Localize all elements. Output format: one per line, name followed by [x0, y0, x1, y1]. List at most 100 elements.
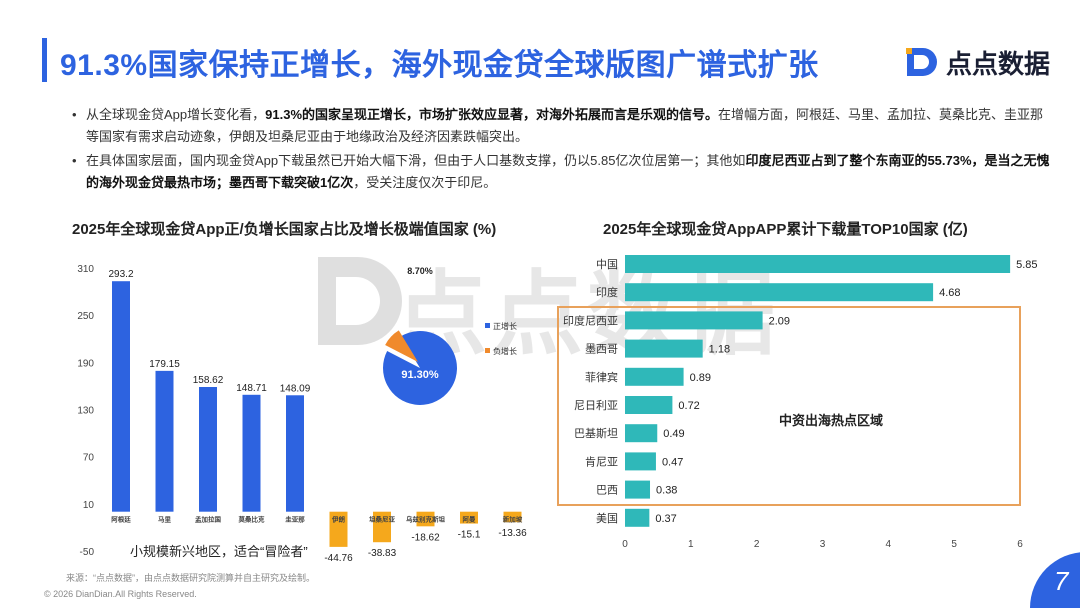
data-label: 293.2: [108, 269, 133, 280]
category-label: 印度: [596, 285, 618, 299]
category-label: 阿曼: [463, 515, 477, 524]
category-label: 圭亚那: [285, 515, 305, 524]
dd-logo-icon: [906, 48, 937, 76]
x-tick-label: 0: [622, 539, 628, 550]
bullet-text: 从全球现金贷App增长变化看，: [86, 107, 266, 122]
y-tick-label: 70: [83, 453, 95, 464]
bar: [503, 511, 522, 523]
data-label: 179.15: [149, 359, 180, 370]
category-label: 中国: [596, 258, 618, 271]
bar: [625, 367, 684, 386]
page-number-badge: 7: [1030, 552, 1080, 608]
bullet-text: 在增幅方面，阿根廷、马里、孟加拉、莫桑比克、圭亚那等国家有需求启动迹象，伊朗及坦…: [86, 107, 1044, 144]
bar: [625, 424, 658, 443]
logo-text: 点点数据: [946, 49, 1051, 79]
source-note: 来源：“点点数据”，由点点数据研究院测算并自主研究及绘制。: [66, 573, 315, 583]
copyright: © 2026 DianDian.All Rights Reserved.: [44, 589, 197, 599]
legend-swatch: [485, 348, 490, 353]
y-tick-label: 130: [77, 406, 94, 417]
category-label: 墨西哥: [585, 343, 618, 356]
bar: [112, 281, 130, 512]
bar: [625, 311, 763, 330]
data-label: 0.72: [678, 400, 699, 412]
bar: [625, 396, 673, 414]
data-label: 0.47: [662, 456, 683, 468]
category-label: 坦桑尼亚: [369, 515, 396, 524]
bar: [625, 480, 651, 499]
x-tick-label: 3: [820, 539, 826, 550]
bullet-bold-text: 91.3%的国家呈现正增长，市场扩张效应显著，对海外拓展而言是乐观的信号。: [265, 107, 719, 122]
category-label: 孟加拉国: [195, 515, 222, 524]
x-tick-label: 6: [1017, 539, 1023, 550]
bar: [625, 339, 703, 358]
bar: [416, 511, 435, 527]
emerging-region-note: 小规模新兴地区，适合“冒险者”: [130, 544, 308, 559]
data-label: 1.18: [709, 344, 730, 356]
category-label: 莫桑比克: [239, 515, 266, 524]
category-label: 尼日利亚: [574, 399, 618, 412]
category-label: 美国: [596, 512, 618, 525]
bullet-text: 在具体国家层面，国内现金贷App下载虽然已开始大幅下滑，但由于人口基数支撑，仍以…: [86, 153, 746, 168]
data-label: -13.36: [498, 528, 527, 539]
pie-value-label: 91.30%: [401, 369, 439, 381]
data-label: -38.83: [368, 548, 397, 559]
bar: [625, 508, 650, 527]
category-label: 巴基斯坦: [574, 426, 618, 440]
bar: [460, 511, 478, 524]
legend-swatch: [485, 323, 490, 328]
left-chart-title: 2025年全球现金贷App正/负增长国家占比及增长极端值国家 (%): [72, 221, 497, 238]
data-label: 4.68: [939, 287, 960, 299]
page-number: 7: [1054, 566, 1069, 596]
bar: [625, 255, 1011, 273]
bar: [329, 511, 348, 547]
x-tick-label: 1: [688, 539, 694, 550]
bar: [242, 394, 261, 512]
bar: [199, 387, 217, 512]
data-label: 148.09: [280, 383, 311, 394]
y-tick-label: -50: [80, 547, 95, 558]
x-tick-label: 2: [754, 539, 760, 550]
data-label: 2.09: [769, 315, 790, 327]
data-label: -44.76: [324, 553, 353, 564]
category-label: 新加坡: [503, 515, 523, 524]
bar: [286, 395, 304, 512]
x-tick-label: 4: [886, 539, 892, 550]
data-label: -15.1: [458, 530, 481, 541]
category-label: 乌兹别克斯坦: [406, 515, 446, 524]
legend-label: 负增长: [493, 346, 517, 356]
title-accent-bar: [42, 38, 47, 82]
data-label: 148.71: [236, 383, 267, 394]
bullet-item: 从全球现金贷App增长变化看，91.3%的国家呈现正增长，市场扩张效应显著，对海…: [70, 104, 1050, 148]
pie-value-label: 8.70%: [407, 266, 433, 276]
page-title: 91.3%国家保持正增长，海外现金贷全球版图广谱式扩张: [60, 49, 819, 82]
hot-zone-label: 中资出海热点区域: [779, 413, 884, 428]
bullet-list: 从全球现金贷App增长变化看，91.3%的国家呈现正增长，市场扩张效应显著，对海…: [70, 104, 1050, 196]
data-label: 0.37: [655, 513, 676, 525]
y-tick-label: 190: [77, 358, 94, 369]
download-hbar-chart: 中国 5.85 印度 4.68 印度尼西亚 2.09 墨西哥 1.18 菲律宾 0.89 尼日利亚 0…: [563, 255, 1038, 550]
x-tick-label: 5: [951, 539, 957, 550]
bar: [625, 452, 656, 471]
category-label: 阿根廷: [111, 515, 131, 524]
data-label: 0.89: [690, 372, 711, 384]
bar: [625, 283, 934, 302]
bar: [155, 370, 174, 512]
data-label: 0.49: [663, 428, 684, 440]
pie-slice: [383, 331, 457, 405]
y-tick-label: 250: [77, 311, 94, 322]
bullet-bold-text: 印度尼西亚占到了整个东南亚的55.73%，是当之无愧的海外现金贷最热市场；墨西哥…: [86, 153, 1050, 190]
category-label: 伊朗: [331, 515, 346, 524]
category-label: 肯尼亚: [585, 455, 618, 468]
legend-label: 正增长: [493, 321, 517, 331]
bar: [373, 511, 391, 543]
right-chart-title: 2025年全球现金贷AppAPP累计下载量TOP10国家 (亿): [603, 221, 968, 238]
category-label: 菲律宾: [585, 370, 618, 384]
bullet-item: 在具体国家层面，国内现金贷App下载虽然已开始大幅下滑，但由于人口基数支撑，仍以…: [70, 150, 1050, 194]
data-label: 158.62: [193, 375, 224, 386]
pie-slice: [385, 330, 418, 362]
y-tick-label: 310: [77, 264, 94, 275]
category-label: 巴西: [596, 485, 618, 497]
growth-bar-chart: 310 250 190 130 70 10 -50 293.2 阿根廷 179.15 马里 158.6…: [77, 264, 527, 564]
category-label: 马里: [158, 515, 172, 524]
